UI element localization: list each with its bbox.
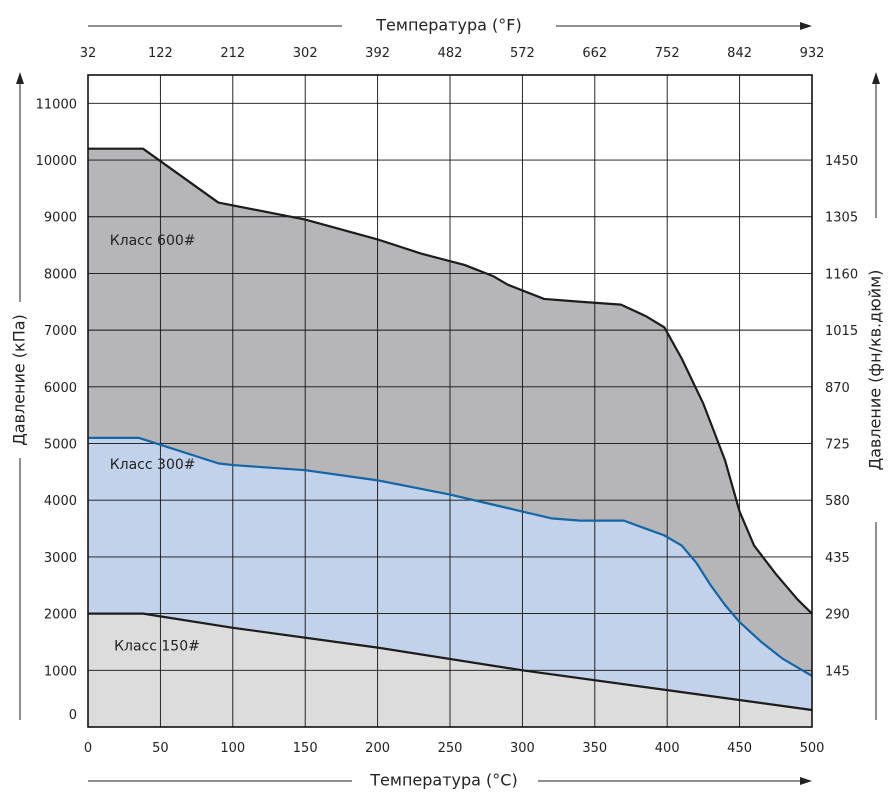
y-left-tick-label: 11000	[36, 97, 77, 112]
y-left-tick-label: 6000	[44, 381, 77, 396]
x-bottom-tick-label: 300	[510, 741, 535, 756]
left-axis-title-group: Давление (кПа)	[10, 72, 29, 720]
x-bottom-tick-label: 50	[152, 741, 169, 756]
x-top-tick-label: 212	[220, 46, 245, 61]
x-top-tick-label: 122	[148, 46, 173, 61]
x-bottom-tick-label: 250	[438, 741, 463, 756]
class-label: Класс 600#	[110, 233, 196, 249]
plot-frame	[87, 74, 813, 728]
y-right-tick-label: 435	[825, 551, 850, 566]
right-axis-title: Давление (фн/кв.дюйм)	[866, 270, 885, 471]
y-left-tick-label: 9000	[44, 211, 77, 226]
x-top-tick-label: 932	[800, 46, 825, 61]
class-label: Класс 300#	[110, 457, 196, 473]
y-left-tick-label: 1000	[44, 664, 77, 679]
x-top-tick-label: 842	[727, 46, 752, 61]
y-left-tick-label: 4000	[44, 494, 77, 509]
y-right-tick-label: 1015	[825, 324, 858, 339]
x-bottom-tick-label: 0	[84, 741, 92, 756]
series-line-2	[88, 612, 813, 712]
x-top-tick-label: 32	[80, 46, 97, 61]
x-bottom-tick-label: 450	[727, 741, 752, 756]
right-axis-title-group: Давление (фн/кв.дюйм)	[866, 72, 885, 720]
x-top-tick-label: 572	[510, 46, 535, 61]
y-left-tick-label: 7000	[44, 324, 77, 339]
y-right-tick-label: 1305	[825, 211, 858, 226]
bottom-axis-title-group: Температура (°C)	[88, 771, 812, 790]
y-right-tick-label: 290	[825, 608, 850, 623]
x-bottom-tick-label: 350	[582, 741, 607, 756]
y-right-tick-label: 1450	[825, 154, 858, 169]
y-right-tick-label: 1160	[825, 267, 858, 282]
y-right-tick-label: 870	[825, 381, 850, 396]
y-left-tick-label: 2000	[44, 608, 77, 623]
class-labels: Класс 600# Класс 300# Класс 150#	[110, 233, 200, 654]
x-bottom-tick-label: 100	[220, 741, 245, 756]
x-bottom-tick-label: 200	[365, 741, 390, 756]
x-bottom-tick-label: 500	[800, 741, 825, 756]
top-axis-title: Температура (°F)	[375, 16, 521, 35]
x-top-tick-label: 752	[655, 46, 680, 61]
left-axis-arrow-icon	[16, 72, 24, 84]
x-top-tick-label: 662	[582, 46, 607, 61]
series-line-0	[88, 147, 813, 615]
grid	[88, 75, 812, 727]
series-line-1	[88, 436, 813, 677]
bottom-axis-title: Температура (°C)	[369, 771, 517, 790]
y-left-tick-label: 5000	[44, 438, 77, 453]
y-left-tick-label: 0	[69, 708, 77, 723]
series-lines	[88, 147, 813, 712]
class-label: Класс 150#	[114, 638, 200, 654]
x-top-tick-label: 392	[365, 46, 390, 61]
y-right-tick-label: 580	[825, 494, 850, 509]
x-top-tick-label: 482	[438, 46, 463, 61]
x-bottom-tick-label: 150	[293, 741, 318, 756]
y-left-tick-label: 10000	[36, 154, 77, 169]
top-axis-title-group: Температура (°F)	[88, 16, 812, 35]
y-left-tick-label: 3000	[44, 551, 77, 566]
left-axis-title: Давление (кПа)	[10, 314, 29, 446]
y-right-tick-label: 725	[825, 438, 850, 453]
x-bottom-tick-label: 400	[655, 741, 680, 756]
bottom-axis-arrow-icon	[800, 777, 812, 785]
axis-ticks: 0 50 100 150 200 250 300 350 400 450 500 32 122 212 30…	[36, 46, 858, 756]
x-top-tick-label: 302	[293, 46, 318, 61]
y-right-tick-label: 145	[825, 664, 850, 679]
y-left-tick-label: 8000	[44, 267, 77, 282]
top-axis-arrow-icon	[800, 22, 812, 30]
right-axis-arrow-icon	[872, 72, 880, 84]
